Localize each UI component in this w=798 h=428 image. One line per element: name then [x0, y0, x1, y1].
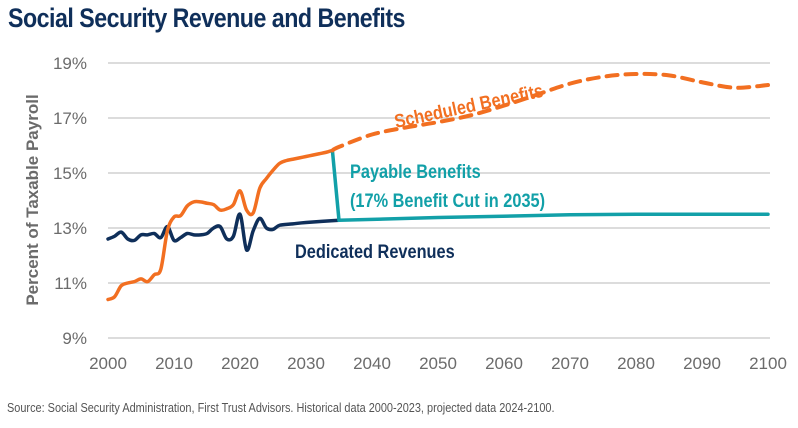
- source-note: Source: Social Security Administration, …: [7, 400, 555, 415]
- series-line-scheduled-hist: [106, 148, 335, 302]
- x-tick-label: 2070: [551, 354, 589, 373]
- x-tick-label: 2020: [221, 354, 259, 373]
- x-tick-label: 2050: [419, 354, 457, 373]
- x-axis-ticks: 2000 2010 2020 2030 2040 2050 2060 2070 2080 2090…: [89, 354, 787, 373]
- annotation-payable-benefits: Payable Benefits: [350, 161, 481, 182]
- gridlines: [108, 62, 770, 339]
- x-tick-label: 2080: [617, 354, 655, 373]
- y-tick-label: 11%: [54, 274, 87, 293]
- x-tick-label: 2010: [155, 354, 193, 373]
- x-tick-label: 2040: [353, 354, 391, 373]
- x-tick-label: 2030: [287, 354, 325, 373]
- x-tick-label: 2000: [89, 354, 127, 373]
- y-axis-ticks: 9% 11% 13% 15% 17% 19%: [53, 54, 87, 348]
- annotation-scheduled-benefits: Scheduled Benefits: [392, 80, 545, 133]
- series-line-scheduled-proj: [330, 71, 770, 153]
- y-tick-label: 9%: [62, 329, 87, 348]
- y-tick-label: 19%: [53, 54, 87, 73]
- chart-title: Social Security Revenue and Benefits: [8, 3, 405, 33]
- y-tick-label: 13%: [53, 219, 87, 238]
- series-line-revenues: [106, 212, 341, 252]
- annotation-dedicated-revenues: Dedicated Revenues: [295, 241, 455, 262]
- x-tick-label: 2090: [683, 354, 721, 373]
- x-tick-label: 2100: [749, 354, 787, 373]
- y-tick-label: 17%: [53, 109, 87, 128]
- series-lines: [106, 71, 770, 302]
- x-tick-label: 2060: [485, 354, 523, 373]
- y-axis-label: Percent of Taxable Payroll: [23, 94, 42, 305]
- series-line-payable: [330, 148, 770, 223]
- annotation-payable-cut: (17% Benefit Cut in 2035): [350, 190, 545, 211]
- y-tick-label: 15%: [53, 164, 87, 183]
